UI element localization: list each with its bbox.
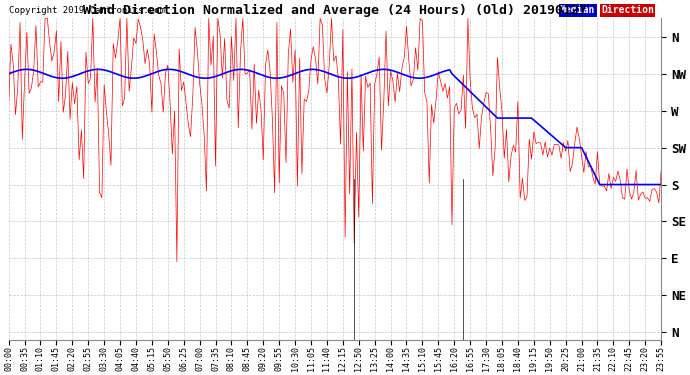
Text: Direction: Direction: [601, 5, 654, 15]
Text: Median: Median: [560, 5, 595, 15]
Title: Wind Direction Normalized and Average (24 Hours) (Old) 20190127: Wind Direction Normalized and Average (2…: [83, 4, 587, 17]
Text: Copyright 2019 Cartronics.com: Copyright 2019 Cartronics.com: [9, 6, 164, 15]
